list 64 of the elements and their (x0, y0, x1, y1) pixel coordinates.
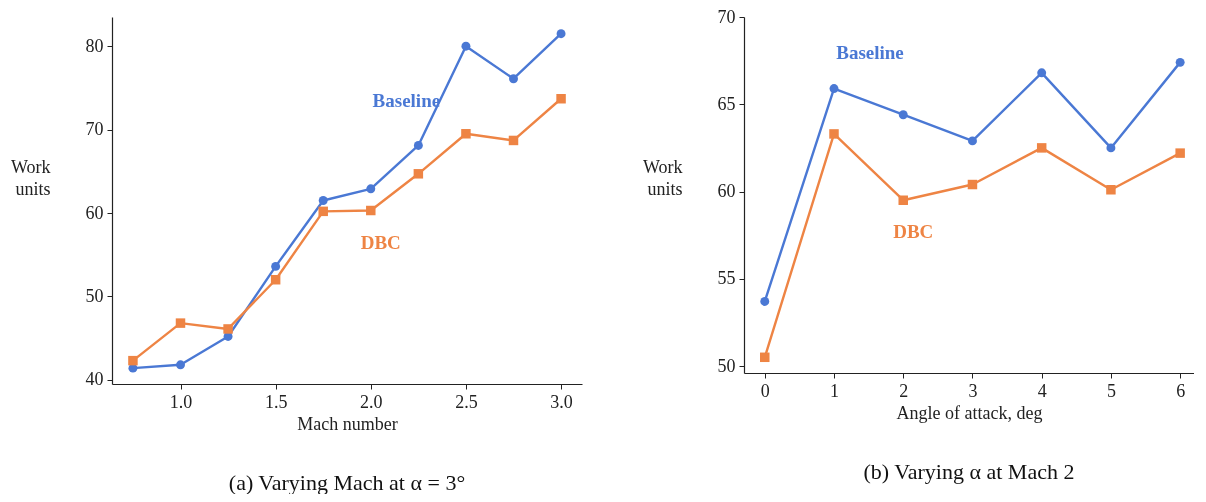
point (760, 296, 770, 306)
point (509, 74, 518, 84)
y-tick-label: 50 (717, 355, 736, 376)
x-tick-label: 3 (968, 380, 978, 401)
y-tick-label: 60 (85, 202, 104, 223)
point (556, 94, 566, 104)
text: (b) Varying α at Mach 2 (863, 459, 1075, 484)
y-axis-title: Work units (10, 156, 51, 199)
point (1036, 143, 1047, 153)
point (318, 196, 328, 205)
series-label: DBC (360, 231, 401, 253)
y-axis-title: Work units (642, 156, 683, 199)
x-tick-label: 5 (1106, 380, 1116, 401)
x-tick-label: 1 (830, 380, 839, 401)
point (461, 129, 471, 139)
y-tick-label: 60 (717, 181, 736, 202)
y-tick-label: 65 (717, 93, 736, 114)
point (1106, 185, 1116, 195)
y-tick-label: 70 (85, 119, 104, 140)
point (760, 352, 770, 363)
x-tick-label: 2.5 (455, 391, 478, 412)
x-tick-label: 4 (1037, 380, 1047, 401)
series-label: Baseline (372, 90, 441, 112)
point (898, 110, 908, 120)
x-tick-label: 6 (1176, 380, 1186, 401)
x-tick-label: 1.0 (169, 391, 193, 412)
point (556, 29, 566, 39)
point (1175, 57, 1185, 67)
x-tick-label: 0 (760, 380, 770, 401)
point (1106, 143, 1116, 153)
x-axis-title: Mach number (297, 413, 398, 434)
x-tick-label: 2 (899, 380, 909, 401)
point (508, 135, 519, 146)
point (898, 195, 908, 205)
x-tick-label: 1.5 (264, 391, 288, 412)
point (1175, 148, 1185, 158)
point (1037, 68, 1047, 78)
x-tick-label: 2.0 (360, 391, 383, 412)
point (967, 136, 977, 146)
point (366, 205, 376, 216)
series-label: Baseline (836, 41, 904, 63)
point (829, 84, 839, 94)
point (271, 261, 281, 271)
x-tick-label: 3.0 (550, 391, 573, 412)
y-tick-label: 40 (85, 369, 104, 390)
point (176, 360, 185, 370)
series-label: DBC (893, 221, 934, 243)
y-tick-label: 70 (717, 6, 736, 27)
point (413, 140, 423, 150)
point (270, 275, 281, 285)
point (128, 355, 138, 366)
y-tick-label: 50 (85, 285, 104, 306)
point (967, 179, 978, 190)
point (829, 129, 839, 139)
text: (a) Varying Mach at α = 3° (228, 470, 466, 495)
x-axis-title: Angle of attack, deg (896, 402, 1043, 423)
point (223, 324, 233, 334)
point (461, 41, 471, 51)
point (175, 318, 186, 328)
point (413, 169, 424, 179)
y-tick-label: 80 (85, 35, 104, 56)
point (366, 184, 376, 194)
point (318, 206, 328, 217)
y-tick-label: 55 (717, 268, 736, 289)
